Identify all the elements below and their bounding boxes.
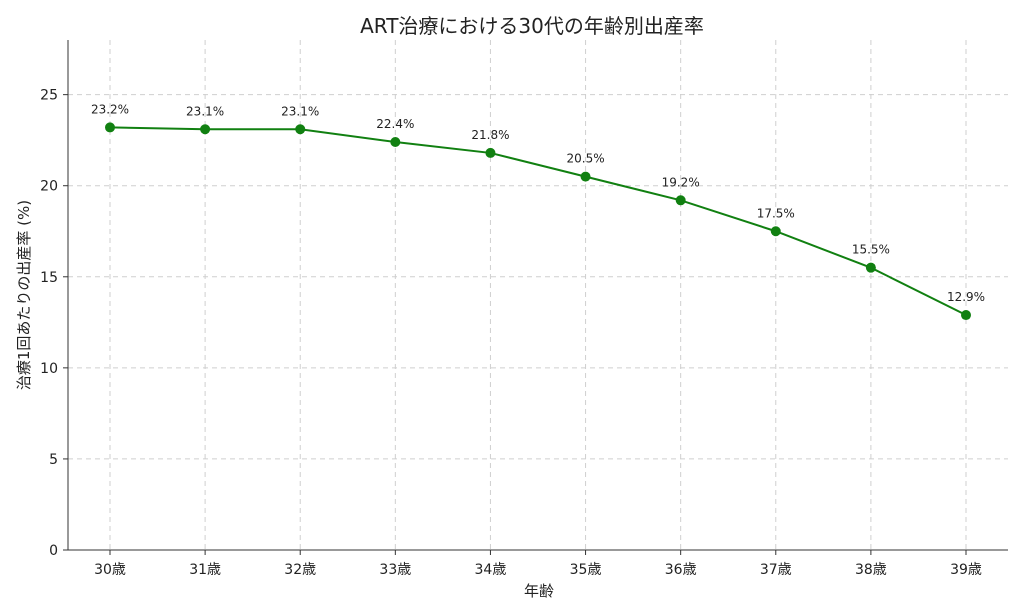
- x-tick-label: 35歳: [570, 562, 602, 578]
- data-point: [580, 171, 591, 182]
- x-tick-label: 33歳: [379, 562, 411, 578]
- y-tick-label: 5: [49, 452, 58, 468]
- y-tick-label: 10: [40, 361, 58, 377]
- y-tick-label: 15: [40, 270, 58, 286]
- data-labels: 23.2% 23.1% 23.1% 22.4% 21.8% 20.5% 19.2% 17.5%…: [91, 102, 985, 304]
- data-label: 20.5%: [566, 152, 604, 166]
- data-point: [485, 147, 496, 158]
- x-axis-title: 年齢: [524, 582, 554, 600]
- data-label: 17.5%: [757, 206, 795, 220]
- y-axis-title: 治療1回あたりの出産率 (%): [15, 200, 33, 390]
- data-label: 23.2%: [91, 102, 129, 116]
- x-tick-label: 36歳: [665, 562, 697, 578]
- data-label: 23.1%: [186, 104, 224, 118]
- x-tick-label: 32歳: [284, 562, 316, 578]
- data-label: 21.8%: [471, 128, 509, 142]
- y-tick-label: 20: [40, 179, 58, 195]
- series-line: [109, 126, 967, 316]
- x-tick-label: 34歳: [475, 562, 507, 578]
- series: [105, 122, 971, 321]
- data-label: 23.1%: [281, 104, 319, 118]
- data-point: [770, 226, 781, 237]
- data-label: 22.4%: [376, 117, 414, 131]
- chart-title: ART治療における30代の年齢別出産率: [360, 14, 704, 38]
- ticks: 0 5 10 15 20 25 30歳 31歳 32歳 33歳 34歳 35歳 36歳 37歳 38歳 39歳: [40, 88, 982, 578]
- data-point: [390, 137, 401, 147]
- axes: [67, 40, 1008, 551]
- data-label: 15.5%: [852, 243, 890, 257]
- x-tick-label: 37歳: [760, 562, 792, 578]
- data-label: 12.9%: [947, 290, 985, 304]
- data-point: [105, 122, 115, 133]
- y-tick-label: 25: [40, 88, 58, 104]
- data-label: 19.2%: [662, 175, 700, 189]
- data-point: [865, 262, 876, 273]
- y-tick-label: 0: [49, 543, 58, 559]
- data-point: [961, 310, 971, 321]
- x-tick-label: 38歳: [855, 562, 887, 578]
- data-point: [200, 124, 211, 135]
- data-point: [295, 124, 306, 135]
- x-tick-label: 39歳: [950, 562, 982, 578]
- x-tick-label: 31歳: [189, 562, 221, 578]
- data-point: [675, 195, 686, 206]
- x-tick-label: 30歳: [94, 562, 126, 578]
